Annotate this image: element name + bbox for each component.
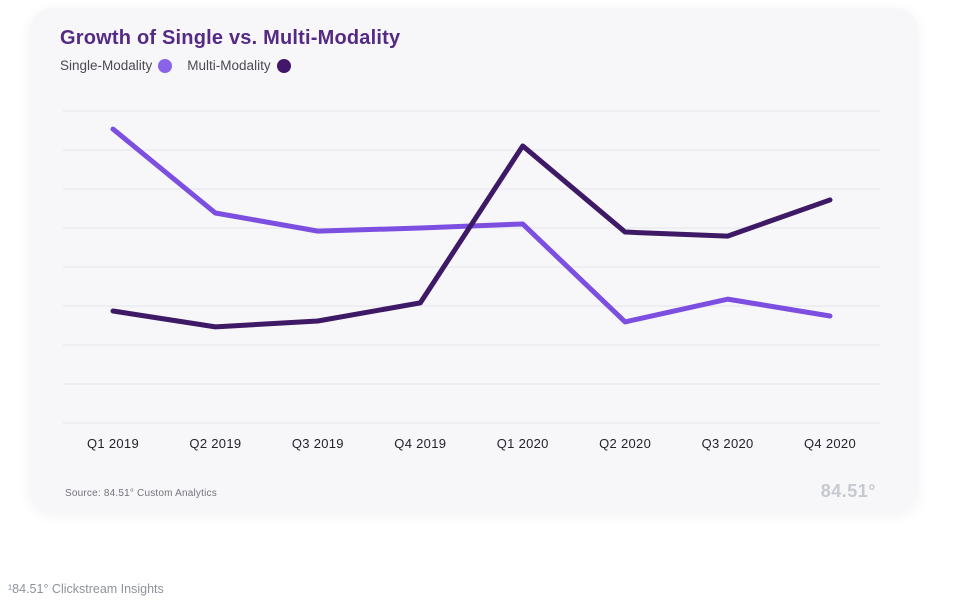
- legend-label-single-modality: Single-Modality: [60, 58, 153, 73]
- x-axis-label: Q4 2020: [804, 436, 856, 451]
- chart-card: Q1 2019 Q2 2019 Q3 2019 Q4 2019 Q1 2020 Q2 20…: [30, 8, 918, 512]
- x-axis-label: Q3 2020: [702, 436, 754, 451]
- brand-logo-8451: 84.51°: [820, 481, 876, 501]
- legend-item-single-modality: Single-Modality: [60, 58, 173, 73]
- x-axis-label: Q3 2019: [292, 436, 344, 451]
- x-axis-label: Q2 2020: [599, 436, 651, 451]
- legend-dot-single-modality-icon: [158, 58, 173, 73]
- legend-dot-multi-modality-icon: [276, 58, 291, 73]
- chart-legend: Single-Modality Multi-Modality: [60, 58, 291, 73]
- footnote: ¹84.51° Clickstream Insights: [8, 582, 164, 596]
- x-axis-label: Q1 2019: [87, 436, 139, 451]
- series-line-multi-modality: [110, 143, 833, 330]
- x-axis-label: Q2 2019: [189, 436, 241, 451]
- line-chart: Q1 2019 Q2 2019 Q3 2019 Q4 2019 Q1 2020 Q2 20…: [63, 110, 880, 451]
- legend-item-multi-modality: Multi-Modality: [187, 58, 291, 73]
- x-axis-label: Q4 2019: [394, 436, 446, 451]
- legend-label-multi-modality: Multi-Modality: [187, 58, 271, 73]
- x-axis-label: Q1 2020: [497, 436, 549, 451]
- source-note: Source: 84.51° Custom Analytics: [65, 488, 217, 499]
- chart-title: Growth of Single vs. Multi-Modality: [60, 27, 401, 49]
